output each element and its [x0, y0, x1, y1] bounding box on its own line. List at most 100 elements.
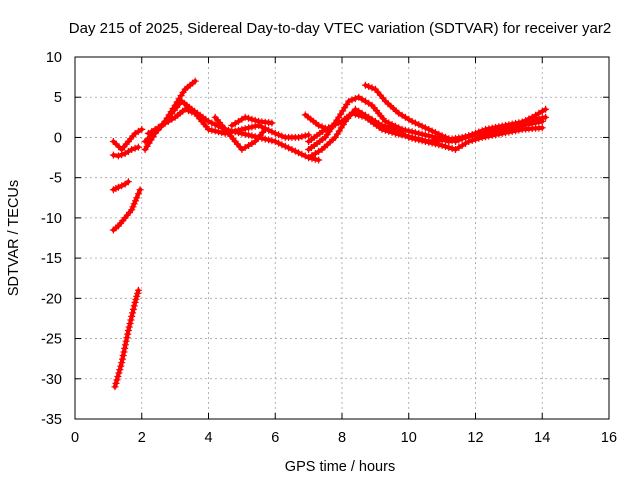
data-point: [127, 316, 135, 324]
data-point: [475, 128, 483, 136]
data-point: [278, 141, 286, 149]
data-point: [438, 132, 446, 140]
y-tick-label: -35: [41, 412, 62, 428]
data-point: [355, 111, 363, 119]
data-point: [348, 109, 356, 117]
data-point: [335, 119, 343, 127]
y-tick-label: 5: [54, 90, 62, 106]
data-point: [121, 344, 129, 352]
data-point: [129, 203, 137, 211]
data-point: [114, 183, 122, 191]
data-point: [318, 123, 326, 131]
x-tick-label: 12: [467, 430, 483, 446]
data-point: [265, 136, 273, 144]
data-point: [251, 122, 259, 130]
data-point: [211, 121, 219, 129]
data-point: [455, 136, 463, 144]
data-point: [188, 108, 196, 116]
data-point: [248, 123, 256, 131]
data-point: [261, 125, 269, 133]
data-point: [458, 135, 466, 143]
data-point: [124, 330, 132, 338]
x-tick-label: 2: [138, 430, 146, 446]
y-axis-label: SDTVAR / TECUs: [6, 180, 22, 296]
data-point: [502, 121, 509, 129]
data-point: [395, 124, 403, 132]
data-point: [136, 186, 144, 194]
data-point: [130, 302, 138, 310]
data-point: [388, 128, 396, 136]
data-point: [241, 125, 249, 133]
data-point: [245, 114, 252, 122]
data-point: [118, 182, 126, 190]
data-point: [365, 83, 373, 90]
data-point: [505, 121, 513, 129]
data-point: [315, 121, 323, 129]
data-point: [245, 131, 253, 139]
data-point: [205, 125, 212, 133]
data-point: [542, 113, 550, 121]
data-point: [122, 337, 130, 345]
data-point: [418, 136, 426, 144]
data-point: [131, 298, 139, 306]
data-point: [134, 289, 142, 297]
data-point: [248, 132, 256, 140]
data-point: [129, 305, 137, 313]
x-tick-label: 8: [338, 430, 346, 446]
data-point: [120, 348, 128, 356]
data-point: [129, 309, 137, 317]
data-point: [415, 121, 423, 129]
data-point: [408, 117, 416, 125]
data-point: [118, 359, 126, 367]
data-point: [268, 119, 276, 127]
data-point: [328, 122, 336, 130]
data-point: [512, 119, 519, 127]
tick-layer: 0 2 4 6 8 10 12 14 16 -35 -30 -25 -20 -15 -10 -5 0 5 10: [41, 50, 617, 446]
data-point: [271, 129, 279, 137]
series-track-a: [111, 286, 142, 391]
data-point: [211, 127, 219, 135]
data-point: [482, 125, 489, 133]
data-point: [418, 122, 426, 130]
y-tick-label: 0: [54, 130, 62, 146]
y-tick-label: -5: [49, 171, 62, 187]
data-point: [133, 292, 141, 300]
data-point: [321, 124, 329, 132]
x-axis-label: GPS time / hours: [285, 459, 395, 475]
data-point: [301, 132, 309, 140]
data-point: [448, 136, 456, 144]
data-point: [515, 119, 523, 127]
data-point: [113, 376, 121, 384]
data-point: [285, 144, 293, 152]
data-point: [325, 125, 333, 133]
x-tick-label: 4: [204, 430, 212, 446]
data-point: [116, 366, 124, 374]
data-point: [218, 129, 226, 137]
data-point: [271, 138, 279, 145]
data-point: [305, 131, 313, 139]
data-point: [117, 362, 125, 370]
data-point: [361, 81, 369, 89]
data-point: [121, 341, 129, 349]
data-point: [381, 126, 389, 134]
series-track-j: [228, 113, 276, 129]
data-point: [442, 143, 449, 150]
series-track-b: [109, 186, 144, 234]
data-point: [351, 110, 359, 118]
data-point: [248, 115, 256, 123]
data-point: [492, 123, 499, 131]
series-track-i: [211, 113, 269, 153]
series-track-o: [361, 81, 550, 145]
y-tick-label: -25: [41, 332, 62, 348]
data-point: [381, 117, 389, 125]
data-point: [111, 383, 119, 391]
data-point: [358, 112, 366, 120]
data-point: [205, 117, 212, 125]
data-point: [331, 121, 339, 129]
data-point: [291, 147, 299, 155]
data-point: [405, 133, 413, 141]
data-point: [245, 124, 253, 132]
data-point: [275, 139, 283, 147]
x-tick-label: 14: [534, 430, 550, 446]
